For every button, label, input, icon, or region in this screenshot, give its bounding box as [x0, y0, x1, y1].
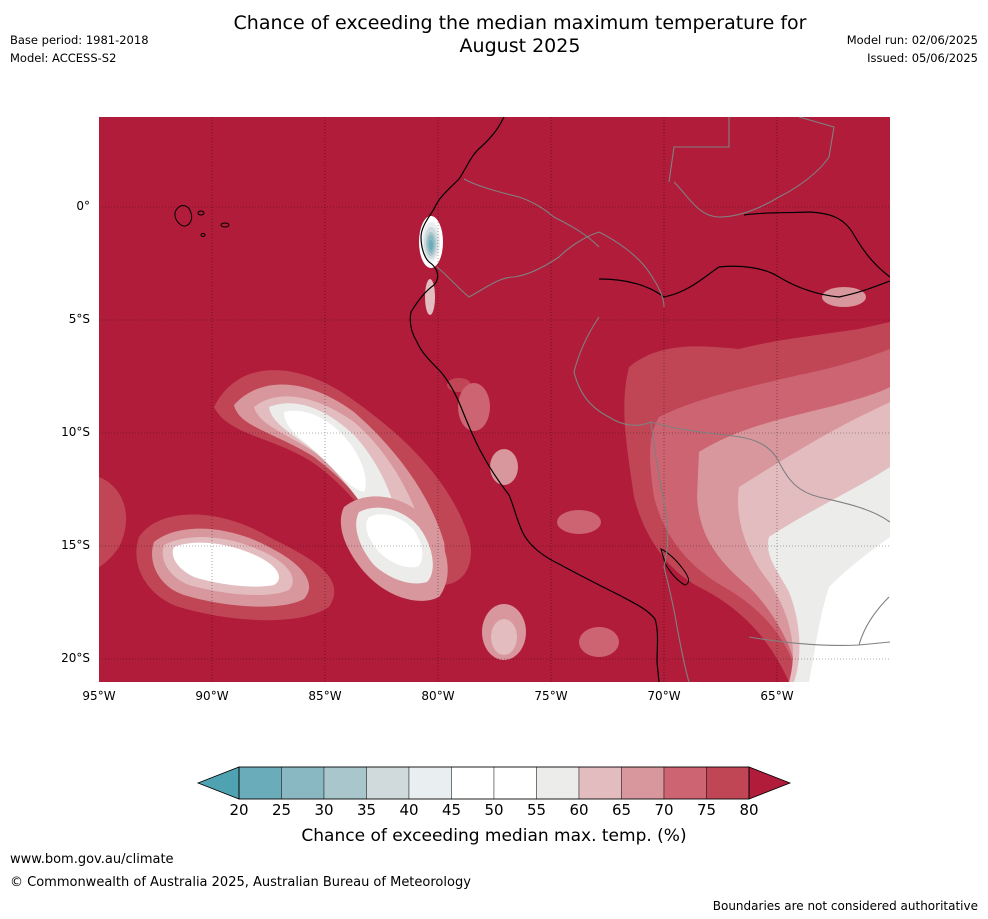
lon-label-65w: 65°W: [760, 689, 794, 703]
coastal-patch-2: [458, 383, 490, 431]
colorbar-tick-label: 40: [399, 801, 419, 819]
border-bolivia-paraguay: [858, 596, 890, 646]
colorbar-tick-label: 25: [271, 801, 292, 819]
coastline-north: [743, 211, 890, 278]
country-borders: [436, 117, 890, 682]
meta-right: Model run: 02/06/2025 Issued: 05/06/2025: [847, 31, 978, 67]
footer-copyright: © Commonwealth of Australia 2025, Austra…: [10, 875, 471, 890]
colorbar-segment: [493, 766, 537, 800]
region-45-50-plume3: [366, 514, 423, 568]
lon-label-75w: 75°W: [534, 689, 568, 703]
colorbar-tick-label: 75: [696, 801, 717, 819]
issued-label: Issued: 05/06/2025: [867, 51, 978, 65]
colorbar-segment: [408, 766, 452, 800]
forecast-map: [99, 117, 890, 682]
coastline-amazon: [598, 265, 890, 298]
border-colombia-brazil: [598, 231, 665, 308]
lat-label-5s: 5°S: [68, 312, 90, 326]
colorbar-segment: [451, 766, 495, 800]
colorbar-tick-label: 30: [314, 801, 334, 819]
colorbar-segment: [281, 766, 325, 800]
lat-label-10s: 10°S: [61, 425, 90, 439]
base-period-label: Base period: 1981-2018: [10, 33, 149, 47]
lon-label-95w: 95°W: [82, 689, 116, 703]
colorbar-segment: [663, 766, 707, 800]
colorbar-segment: [536, 766, 580, 800]
footer-disclaimer: Boundaries are not considered authoritat…: [712, 899, 978, 913]
coastal-patch-4: [557, 510, 601, 534]
colorbar-tick-label: 45: [441, 801, 462, 819]
colorbar-tick-label: 35: [356, 801, 377, 819]
colorbar-segments: [238, 766, 750, 800]
colorbar-high-extend: [748, 766, 792, 800]
lake-titicaca: [660, 548, 690, 586]
model-run-label: Model run: 02/06/2025: [846, 33, 978, 47]
colorbar-tick-label: 65: [611, 801, 632, 819]
map-title: Chance of exceeding the median maximum t…: [170, 12, 870, 58]
coastal-patch-3: [490, 449, 518, 485]
title-line-1: Chance of exceeding the median maximum t…: [233, 12, 807, 34]
lon-label-85w: 85°W: [308, 689, 342, 703]
region-45-50-plume1: [284, 410, 366, 492]
east-upper-patch: [822, 287, 866, 307]
colorbar-segment: [578, 766, 622, 800]
title-line-2: August 2025: [459, 35, 581, 57]
border-colombia-venezuela: [668, 117, 730, 183]
southern-patch-inner: [491, 619, 517, 655]
colorbar-ticks: 20 25 30 35 40 45 50 55 60 65 70 75 80: [0, 801, 988, 821]
border-colombia-ecuador: [463, 178, 600, 248]
galapagos-espanola: [200, 233, 206, 237]
region-45-50-plume2: [172, 542, 279, 587]
colorbar: [196, 766, 792, 800]
colorbar-low-extend: [196, 766, 240, 800]
galapagos-islands: [174, 205, 230, 237]
galapagos-san-cristobal: [220, 222, 230, 228]
colorbar-tick-label: 80: [739, 801, 759, 819]
colorbar-outline: [238, 766, 750, 800]
colorbar-tick-label: 50: [484, 801, 504, 819]
colorbar-tick-label: 60: [569, 801, 589, 819]
lat-label-20s: 20°S: [61, 651, 90, 665]
lat-label-0: 0°: [76, 199, 90, 213]
lon-label-70w: 70°W: [647, 689, 681, 703]
gridlines: [99, 117, 890, 682]
colorbar-segment: [366, 766, 410, 800]
colorbar-segment: [323, 766, 367, 800]
border-chile-bolivia: [676, 626, 690, 682]
lat-label-15s: 15°S: [61, 538, 90, 552]
colorbar-tick-label: 20: [229, 801, 249, 819]
colorbar-segment: [621, 766, 665, 800]
lon-label-90w: 90°W: [195, 689, 229, 703]
border-peru-bolivia: [650, 421, 678, 628]
colorbar-tick-label: 55: [526, 801, 547, 819]
colorbar-tick-label: 70: [654, 801, 674, 819]
meta-left: Base period: 1981-2018 Model: ACCESS-S2: [10, 31, 149, 67]
lon-label-80w: 80°W: [421, 689, 455, 703]
colorbar-segment: [706, 766, 750, 800]
coastline-west: [409, 117, 660, 682]
andes-patch: [579, 627, 619, 657]
footer-url: www.bom.gov.au/climate: [10, 852, 174, 867]
cool-anomaly-20: [429, 240, 433, 250]
cool-anomaly-tail: [425, 279, 435, 315]
border-peru-brazil: [573, 316, 652, 426]
galapagos-santa-cruz: [197, 210, 205, 216]
border-bolivia-argentina: [748, 636, 890, 646]
border-bolivia-brazil: [650, 421, 890, 523]
colorbar-segment: [238, 766, 282, 800]
galapagos-isabela: [174, 205, 193, 227]
model-label: Model: ACCESS-S2: [10, 51, 117, 65]
border-venezuela-brazil: [673, 117, 835, 218]
border-ecuador-peru: [436, 231, 600, 298]
colorbar-label: Chance of exceeding median max. temp. (%…: [301, 826, 687, 846]
region-70-75-west-edge: [99, 477, 127, 567]
